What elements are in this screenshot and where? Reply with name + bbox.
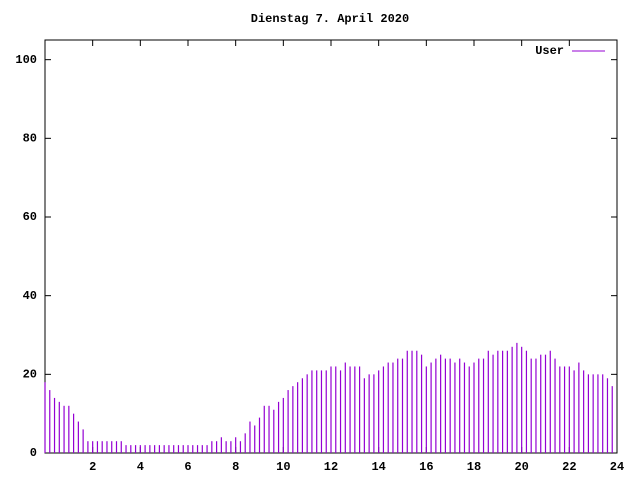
chart-title: Dienstag 7. April 2020 [251,12,409,26]
x-tick-label: 20 [514,460,528,474]
x-tick-label: 10 [276,460,290,474]
y-tick-label: 80 [23,132,37,146]
x-tick-label: 24 [610,460,624,474]
y-tick-label: 40 [23,289,37,303]
y-tick-label: 100 [15,53,37,67]
x-tick-label: 2 [89,460,96,474]
legend-label: User [535,44,564,58]
x-tick-label: 4 [137,460,144,474]
y-tick-label: 60 [23,210,37,224]
x-tick-label: 8 [232,460,239,474]
x-tick-label: 14 [371,460,385,474]
x-tick-label: 22 [562,460,576,474]
y-tick-label: 0 [30,446,37,460]
x-tick-label: 12 [324,460,338,474]
y-tick-label: 20 [23,368,37,382]
x-tick-label: 16 [419,460,433,474]
x-tick-label: 6 [184,460,191,474]
x-tick-label: 18 [467,460,481,474]
